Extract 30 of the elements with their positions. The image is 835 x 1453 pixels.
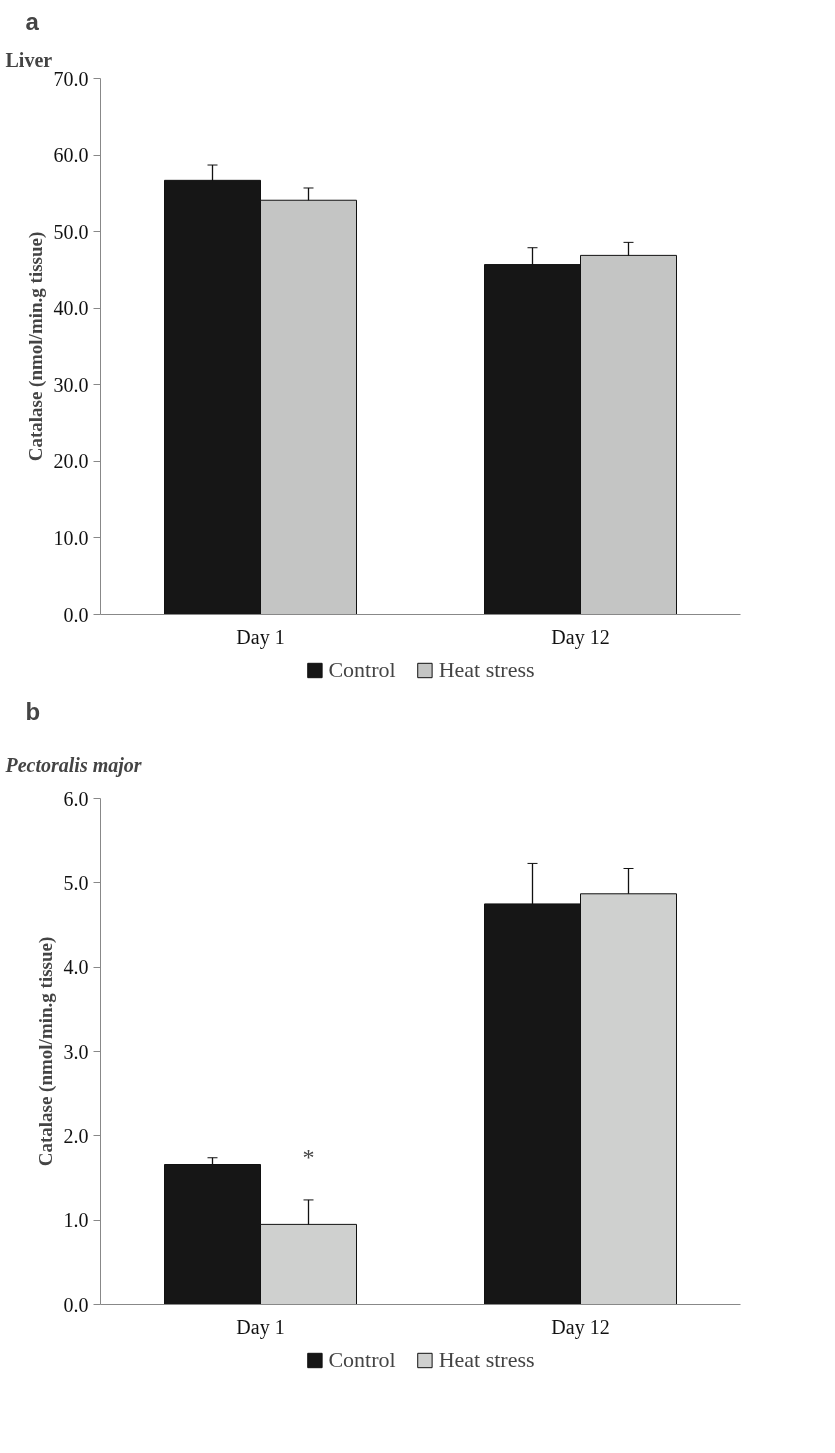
y-tick-label: 70.0	[53, 67, 89, 90]
x-tick-label: Day 12	[551, 625, 610, 649]
x-tick-label: Day 1	[236, 1315, 285, 1339]
y-tick-label: 20.0	[53, 450, 89, 473]
y-tick-label: 5.0	[63, 871, 89, 894]
y-tick-label: 2.0	[63, 1124, 89, 1147]
y-axis-title: Catalase (nmol/min.g tissue)	[34, 936, 57, 1167]
annotation: *	[302, 1143, 315, 1170]
x-tick-label: Day 12	[551, 1315, 610, 1339]
chart-subtitle: Pectoralis major	[4, 754, 142, 777]
y-tick-label: 60.0	[53, 144, 89, 167]
y-tick-label: 6.0	[63, 787, 89, 810]
y-tick-label: 0.0	[63, 603, 89, 626]
y-tick-label: 10.0	[53, 526, 89, 549]
x-tick-label: Day 1	[236, 625, 285, 649]
legend-label: Heat stress	[438, 1347, 535, 1373]
legend-label: Heat stress	[438, 657, 535, 683]
legend-label: Control	[328, 657, 396, 683]
chart-title: b	[25, 697, 41, 725]
y-tick-label: 0.0	[63, 1293, 89, 1316]
y-axis-title: Catalase (nmol/min.g tissue)	[24, 231, 47, 462]
y-tick-label: 1.0	[63, 1209, 89, 1232]
y-tick-label: 30.0	[53, 373, 89, 396]
y-tick-label: 50.0	[53, 220, 89, 243]
y-tick-label: 4.0	[63, 956, 89, 979]
chart-subtitle: Liver	[5, 49, 53, 71]
y-tick-label: 40.0	[53, 297, 89, 320]
chart-title: a	[25, 7, 40, 35]
y-tick-label: 3.0	[63, 1040, 89, 1063]
legend-label: Control	[328, 1347, 396, 1373]
